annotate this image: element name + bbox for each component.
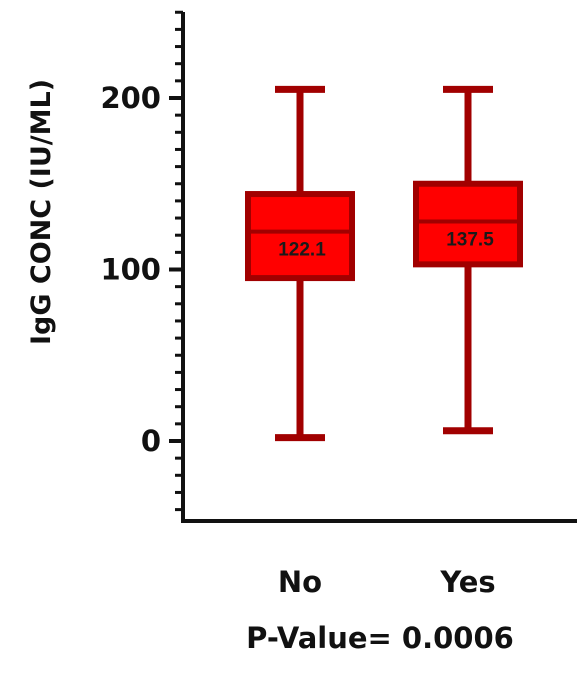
- y-axis-label: IgG CONC (IU/ML): [26, 79, 57, 345]
- box-yes: 137.5: [413, 85, 523, 435]
- y-tick-label: 100: [100, 253, 161, 287]
- y-tick-label: 200: [100, 81, 161, 115]
- axes: 0 100 200 No Yes: [100, 10, 577, 599]
- iqr-box: [245, 191, 355, 282]
- y-tick-label: 0: [141, 424, 161, 458]
- x-tick-label: Yes: [439, 565, 495, 599]
- box-no: 122.1: [245, 85, 355, 442]
- x-tick-label: No: [278, 565, 322, 599]
- box-value-label: 137.5: [446, 229, 494, 250]
- p-value-annotation: P-Value= 0.0006: [246, 621, 514, 655]
- iqr-box: [413, 180, 523, 268]
- box-value-label: 122.1: [278, 240, 326, 261]
- boxes: 122.1 137.5: [245, 85, 523, 442]
